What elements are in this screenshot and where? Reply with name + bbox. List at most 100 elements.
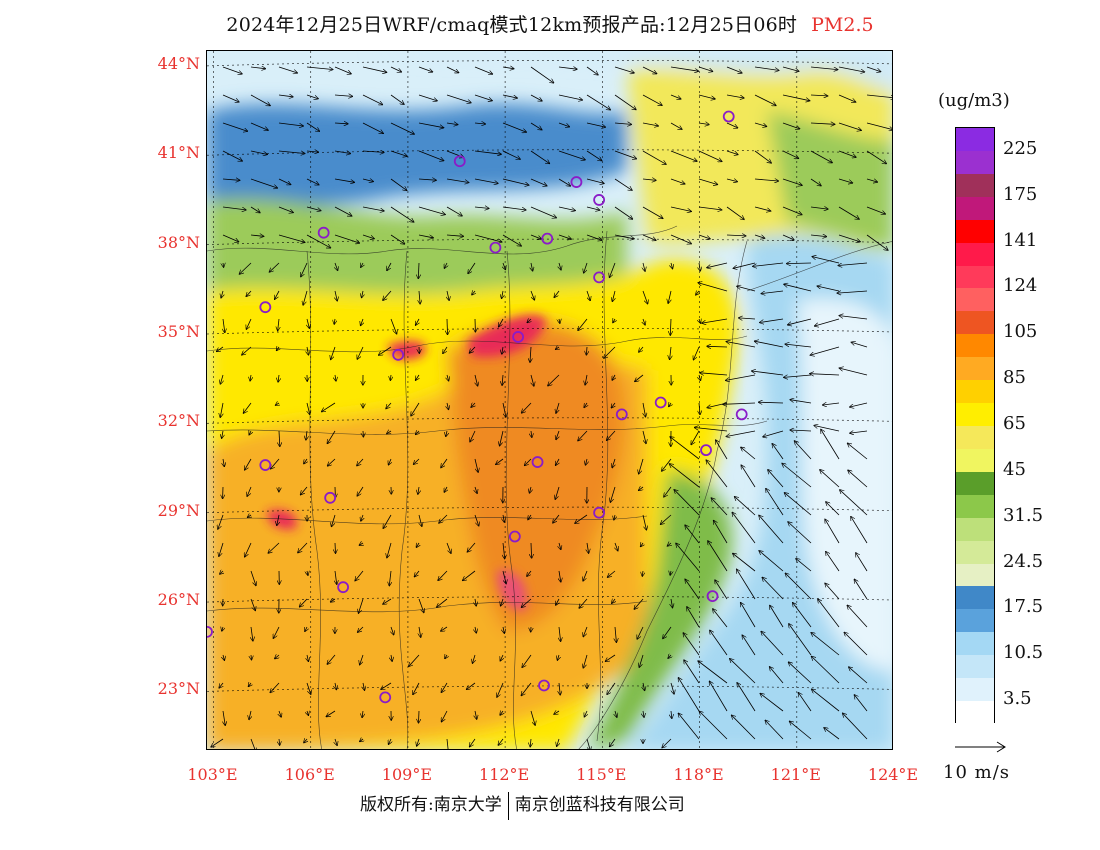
- wind-arrow: [785, 573, 812, 600]
- wind-arrow: [670, 150, 697, 161]
- lat-label: 26°N: [157, 590, 200, 610]
- wind-arrow: [761, 290, 784, 294]
- wind-arrow: [661, 514, 672, 524]
- wind-arrow: [586, 738, 590, 749]
- wind-arrow: [502, 346, 503, 354]
- wind-arrow: [790, 721, 812, 740]
- wind-arrow: [530, 66, 554, 83]
- wind-arrow: [334, 178, 354, 182]
- wind-arrow: [500, 654, 503, 661]
- lon-label: 106°E: [284, 765, 335, 784]
- station-marker: [207, 625, 213, 638]
- wind-arrow: [306, 234, 330, 248]
- wind-arrow: [418, 486, 419, 494]
- wind-arrow: [726, 122, 738, 128]
- colorbar-tick-label: 3.5: [1003, 688, 1032, 710]
- wind-arrow: [741, 447, 756, 460]
- wind-arrow: [670, 234, 691, 244]
- wind-arrow: [244, 402, 252, 413]
- station-marker: [593, 271, 606, 284]
- wind-arrow: [501, 598, 503, 606]
- wind-arrow: [782, 178, 802, 185]
- wind-arrow: [585, 374, 587, 385]
- colorbar-swatch: [956, 678, 994, 702]
- wind-arrow: [468, 262, 476, 273]
- station-marker: [706, 590, 719, 603]
- lon-label: 115°E: [576, 765, 627, 784]
- wind-arrow: [223, 318, 225, 332]
- wind-arrow: [522, 654, 532, 667]
- wind-arrow: [810, 207, 828, 209]
- wind-arrow: [634, 598, 644, 609]
- wind-arrow: [278, 122, 303, 126]
- wind-arrow: [381, 682, 392, 689]
- wind-arrow: [522, 598, 532, 607]
- wind-arrow: [604, 346, 616, 358]
- wind-arrow: [662, 458, 672, 471]
- colorbar-tick-label: 124: [1003, 275, 1038, 297]
- wind-arrow: [553, 514, 560, 523]
- wind-arrow: [850, 402, 868, 407]
- wind-arrow: [249, 683, 252, 686]
- wind-arrow: [670, 346, 671, 359]
- wind-arrow: [554, 711, 560, 714]
- wind-arrow: [334, 318, 335, 324]
- wind-arrow: [790, 400, 812, 404]
- wind-arrow: [387, 262, 392, 270]
- wind-arrow: [463, 570, 476, 580]
- wind-arrow: [789, 662, 812, 684]
- wind-arrow: [699, 402, 700, 414]
- wind-arrow: [810, 374, 840, 375]
- wind-arrow: [643, 682, 645, 690]
- wind-arrow: [844, 632, 868, 656]
- wind-arrow: [389, 738, 392, 744]
- wind-arrow: [332, 514, 336, 526]
- wind-arrow: [639, 654, 644, 667]
- colorbar-swatch: [956, 655, 994, 679]
- wind-arrow: [531, 374, 534, 386]
- wind-arrow: [643, 710, 644, 717]
- wind-arrow: [278, 206, 293, 213]
- wind-arrow: [696, 291, 699, 295]
- wind-arrow: [279, 430, 280, 446]
- wind-arrow: [787, 263, 812, 264]
- wind-arrow: [662, 738, 672, 748]
- station-marker: [654, 396, 667, 409]
- station-marker: [538, 679, 550, 692]
- wind-arrow: [446, 66, 459, 73]
- wind-arrow: [762, 578, 784, 600]
- wind-arrow: [525, 458, 532, 465]
- wind-arrow: [502, 234, 521, 246]
- wind-arrow: [305, 627, 307, 631]
- wind-arrow: [839, 316, 868, 320]
- wind-arrow: [416, 318, 419, 325]
- colorbar-swatch: [956, 219, 994, 243]
- wind-arrow: [695, 428, 728, 432]
- wind-arrow: [242, 346, 252, 355]
- wind-arrow: [837, 291, 868, 293]
- wind-arrow: [715, 580, 728, 600]
- wind-arrow: [530, 122, 542, 130]
- wind-arrow: [578, 318, 588, 330]
- wind-arrow: [222, 234, 239, 242]
- wind-arrow: [521, 682, 532, 695]
- wind-arrow: [278, 318, 279, 331]
- wind-arrow: [502, 122, 526, 132]
- wind-arrow: [362, 94, 382, 105]
- wind-arrow: [306, 66, 333, 70]
- wind-arrow: [642, 150, 666, 164]
- wind-arrow: [614, 66, 634, 73]
- wind-arrow: [355, 570, 364, 581]
- wind-arrow: [782, 150, 798, 158]
- station-marker: [512, 331, 524, 343]
- wind-arrow: [796, 559, 812, 572]
- wind-arrow: [557, 738, 559, 746]
- wind-arrow: [671, 710, 672, 718]
- wind-arrow: [669, 403, 671, 406]
- wind-arrow: [754, 179, 778, 181]
- wind-arrow: [614, 150, 636, 159]
- wind-arrow: [559, 626, 561, 641]
- wind-arrow: [726, 150, 738, 155]
- wind-arrow: [276, 403, 279, 405]
- wind-arrow: [447, 402, 449, 409]
